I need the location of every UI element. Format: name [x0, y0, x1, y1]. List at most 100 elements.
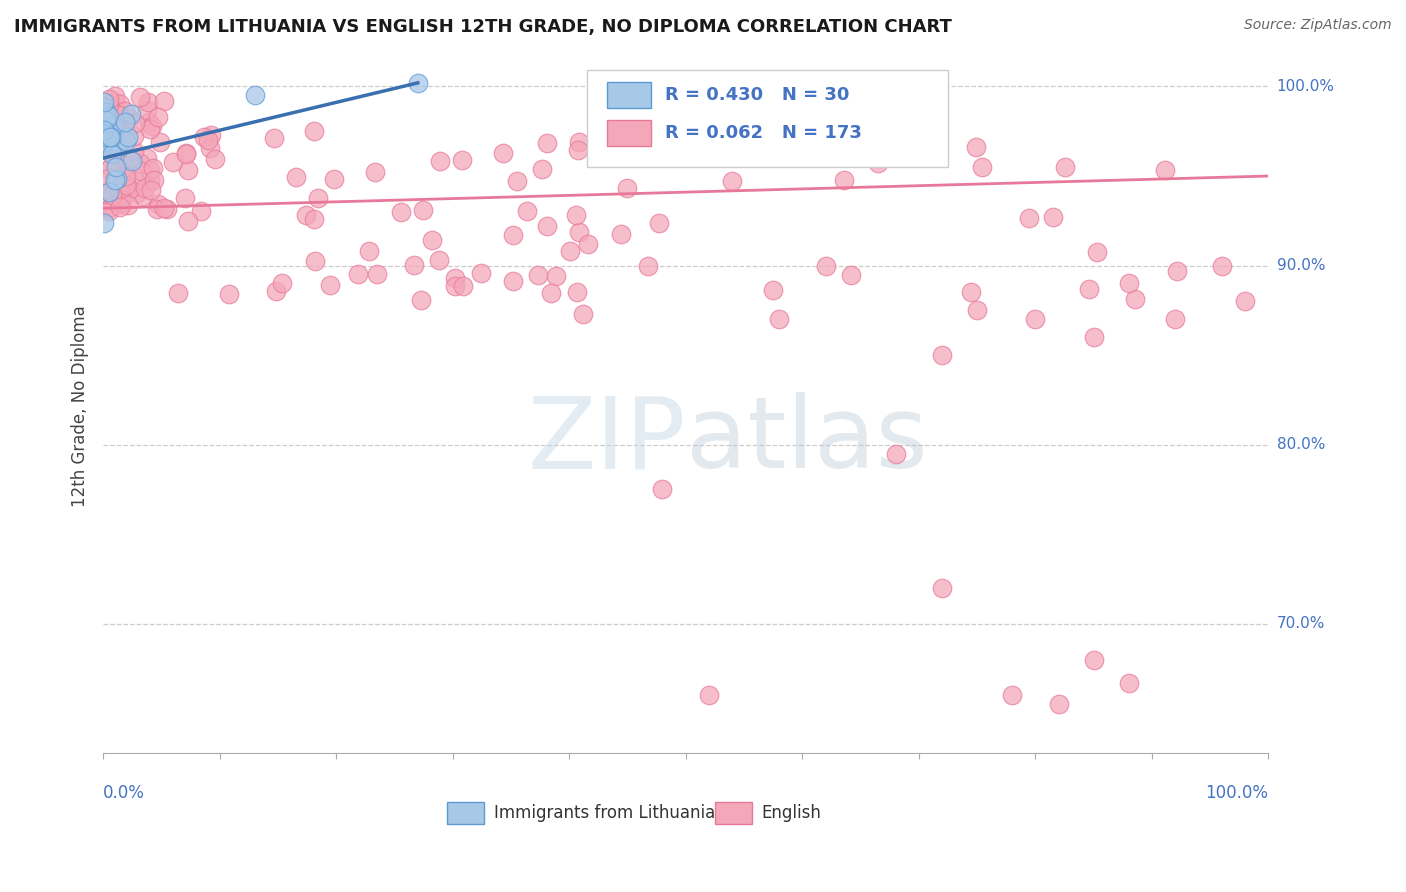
- Point: [114, 134, 136, 148]
- Point: [100, 147, 122, 161]
- Point: [103, 119, 125, 133]
- Point: [129, 156, 152, 170]
- Point: [93, 95, 115, 109]
- Point: [93, 122, 115, 136]
- Point: [114, 103, 136, 118]
- Point: [135, 152, 157, 166]
- Point: [98, 130, 121, 145]
- Point: [200, 128, 222, 143]
- Point: [93, 100, 115, 114]
- Point: [411, 293, 433, 308]
- Point: [839, 268, 862, 282]
- Point: [558, 244, 581, 258]
- Text: Source: ZipAtlas.com: Source: ZipAtlas.com: [1244, 18, 1392, 32]
- Point: [141, 183, 163, 197]
- Point: [648, 216, 671, 230]
- Point: [100, 129, 122, 144]
- Point: [96, 112, 118, 127]
- Point: [1211, 259, 1233, 273]
- Text: R = 0.430   N = 30: R = 0.430 N = 30: [665, 86, 849, 104]
- Point: [131, 189, 153, 203]
- Point: [567, 143, 589, 157]
- Point: [136, 103, 159, 118]
- Point: [129, 89, 152, 103]
- Point: [97, 128, 120, 142]
- Point: [146, 202, 169, 216]
- Point: [107, 140, 129, 154]
- Point: [506, 174, 529, 188]
- Point: [108, 200, 131, 214]
- Point: [98, 137, 121, 152]
- Point: [762, 283, 785, 297]
- Point: [97, 99, 120, 113]
- Point: [100, 161, 122, 175]
- Point: [105, 172, 128, 186]
- Point: [406, 76, 429, 90]
- Point: [115, 169, 138, 183]
- Point: [117, 130, 139, 145]
- Point: [412, 202, 434, 217]
- Point: [295, 208, 318, 222]
- Point: [965, 140, 987, 154]
- Text: IMMIGRANTS FROM LITHUANIA VS ENGLISH 12TH GRADE, NO DIPLOMA CORRELATION CHART: IMMIGRANTS FROM LITHUANIA VS ENGLISH 12T…: [14, 18, 952, 36]
- Point: [190, 203, 212, 218]
- Point: [124, 129, 146, 144]
- Point: [125, 186, 148, 200]
- Point: [565, 209, 588, 223]
- Point: [97, 98, 120, 112]
- Point: [162, 155, 184, 169]
- Point: [768, 312, 790, 326]
- Point: [121, 154, 143, 169]
- Point: [98, 126, 121, 140]
- Point: [263, 130, 285, 145]
- Point: [651, 483, 673, 497]
- Point: [97, 144, 120, 158]
- Text: 100.0%: 100.0%: [1205, 784, 1268, 802]
- FancyBboxPatch shape: [606, 120, 651, 146]
- Point: [125, 173, 148, 187]
- Point: [285, 169, 308, 184]
- Point: [697, 689, 720, 703]
- Point: [814, 259, 837, 273]
- Point: [103, 177, 125, 191]
- Point: [420, 234, 443, 248]
- Point: [1042, 210, 1064, 224]
- Point: [218, 287, 240, 301]
- Point: [866, 155, 889, 169]
- Point: [568, 135, 591, 149]
- Point: [120, 107, 142, 121]
- Point: [1164, 312, 1187, 326]
- Point: [100, 200, 122, 214]
- Point: [111, 166, 134, 180]
- Point: [97, 203, 120, 218]
- Text: 80.0%: 80.0%: [1277, 437, 1324, 452]
- Point: [1118, 277, 1140, 291]
- Point: [94, 105, 117, 120]
- Point: [1087, 245, 1109, 260]
- Text: 0.0%: 0.0%: [103, 784, 145, 802]
- Point: [959, 285, 981, 299]
- Point: [103, 124, 125, 138]
- Point: [966, 303, 988, 318]
- Point: [204, 153, 226, 167]
- Point: [111, 187, 134, 202]
- Point: [118, 182, 141, 196]
- Point: [124, 116, 146, 130]
- FancyBboxPatch shape: [447, 802, 484, 824]
- Point: [129, 163, 152, 178]
- Point: [450, 153, 472, 167]
- Text: 70.0%: 70.0%: [1277, 616, 1324, 632]
- Point: [319, 277, 342, 292]
- Point: [110, 97, 132, 112]
- Point: [1083, 330, 1105, 344]
- Point: [97, 171, 120, 186]
- Point: [429, 154, 451, 169]
- Point: [308, 191, 330, 205]
- Point: [104, 95, 127, 110]
- Point: [389, 205, 412, 219]
- Point: [97, 118, 120, 132]
- Point: [108, 108, 131, 122]
- Point: [568, 226, 591, 240]
- Point: [721, 174, 744, 188]
- Point: [97, 91, 120, 105]
